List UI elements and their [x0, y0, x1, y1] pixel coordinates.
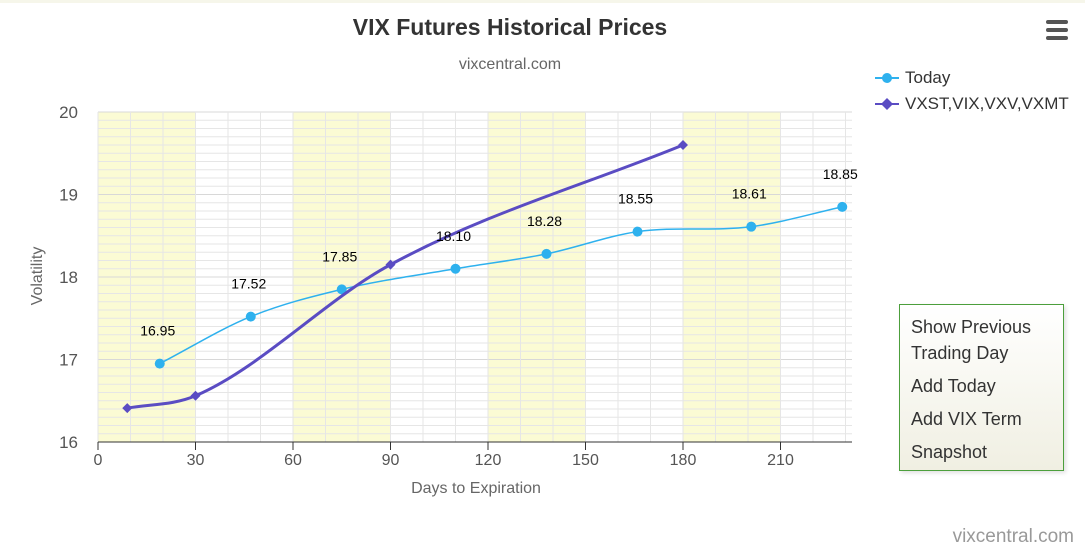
data-label: 18.55 [618, 191, 653, 207]
show-previous-trading-day-button[interactable]: Show Previous Trading Day [911, 317, 1032, 363]
y-tick-label: 18 [59, 268, 78, 287]
data-point [746, 221, 757, 232]
data-label: 16.95 [140, 323, 175, 339]
x-tick-label: 180 [670, 452, 697, 469]
series-line-1 [126, 143, 684, 410]
axes: 0 30 60 90 120 150 180 210 16 17 18 19 20 [59, 103, 852, 469]
data-point-diamond [678, 140, 688, 150]
data-point-diamond [385, 259, 396, 270]
data-label: 18.61 [732, 186, 767, 202]
legend-circle-icon [875, 73, 899, 83]
series-layer [122, 140, 848, 414]
grid-lines [97, 111, 852, 443]
x-tick-label: 210 [767, 452, 794, 469]
data-label: 18.85 [823, 166, 858, 182]
y-tick-label: 17 [59, 351, 78, 370]
x-tick-label: 30 [187, 452, 205, 469]
data-label: 18.10 [436, 228, 471, 244]
chart-subtitle: vixcentral.com [459, 56, 561, 73]
snapshot-button[interactable]: Snapshot [911, 442, 988, 462]
x-tick-label: 120 [475, 452, 502, 469]
y-tick-label: 19 [59, 186, 78, 205]
y-tick-label: 20 [59, 103, 78, 122]
data-point-diamond [122, 403, 133, 414]
hamburger-icon [1046, 36, 1068, 40]
add-vix-term-button[interactable]: Add VIX Term [911, 409, 1022, 429]
data-point [450, 263, 461, 274]
data-label: 18.28 [527, 213, 562, 229]
x-axis-title: Days to Expiration [411, 480, 541, 497]
data-point [154, 358, 165, 369]
data-labels: 16.95 17.52 17.85 18.10 18.28 18.55 18.61 18.85 [140, 166, 858, 339]
x-tick-label: 0 [94, 452, 103, 469]
credit-link[interactable]: vixcentral.com [952, 526, 1074, 547]
hamburger-icon [1046, 20, 1068, 24]
context-menu: Show Previous Trading Day Add Today Add … [899, 304, 1064, 471]
x-tick-label: 150 [572, 452, 599, 469]
data-point-diamond [190, 390, 201, 401]
data-point [541, 248, 552, 259]
data-label: 17.85 [322, 248, 357, 264]
chart-menu-button[interactable] [1040, 16, 1074, 44]
y-axis-title: Volatility [29, 247, 46, 306]
data-point [632, 226, 643, 237]
legend-label-today: Today [905, 68, 951, 87]
add-today-button[interactable]: Add Today [911, 376, 996, 396]
y-tick-label: 16 [59, 433, 78, 452]
chart-title: VIX Futures Historical Prices [353, 14, 667, 40]
data-point [837, 201, 848, 212]
data-point [245, 311, 256, 322]
legend-label-term: VXST,VIX,VXV,VXMT [905, 94, 1069, 113]
hamburger-icon [1046, 28, 1068, 32]
top-strip [0, 0, 1085, 3]
data-point [336, 284, 347, 295]
x-tick-label: 90 [382, 452, 400, 469]
x-tick-label: 60 [284, 452, 302, 469]
legend-diamond-icon [875, 98, 899, 110]
data-label: 17.52 [231, 276, 266, 292]
